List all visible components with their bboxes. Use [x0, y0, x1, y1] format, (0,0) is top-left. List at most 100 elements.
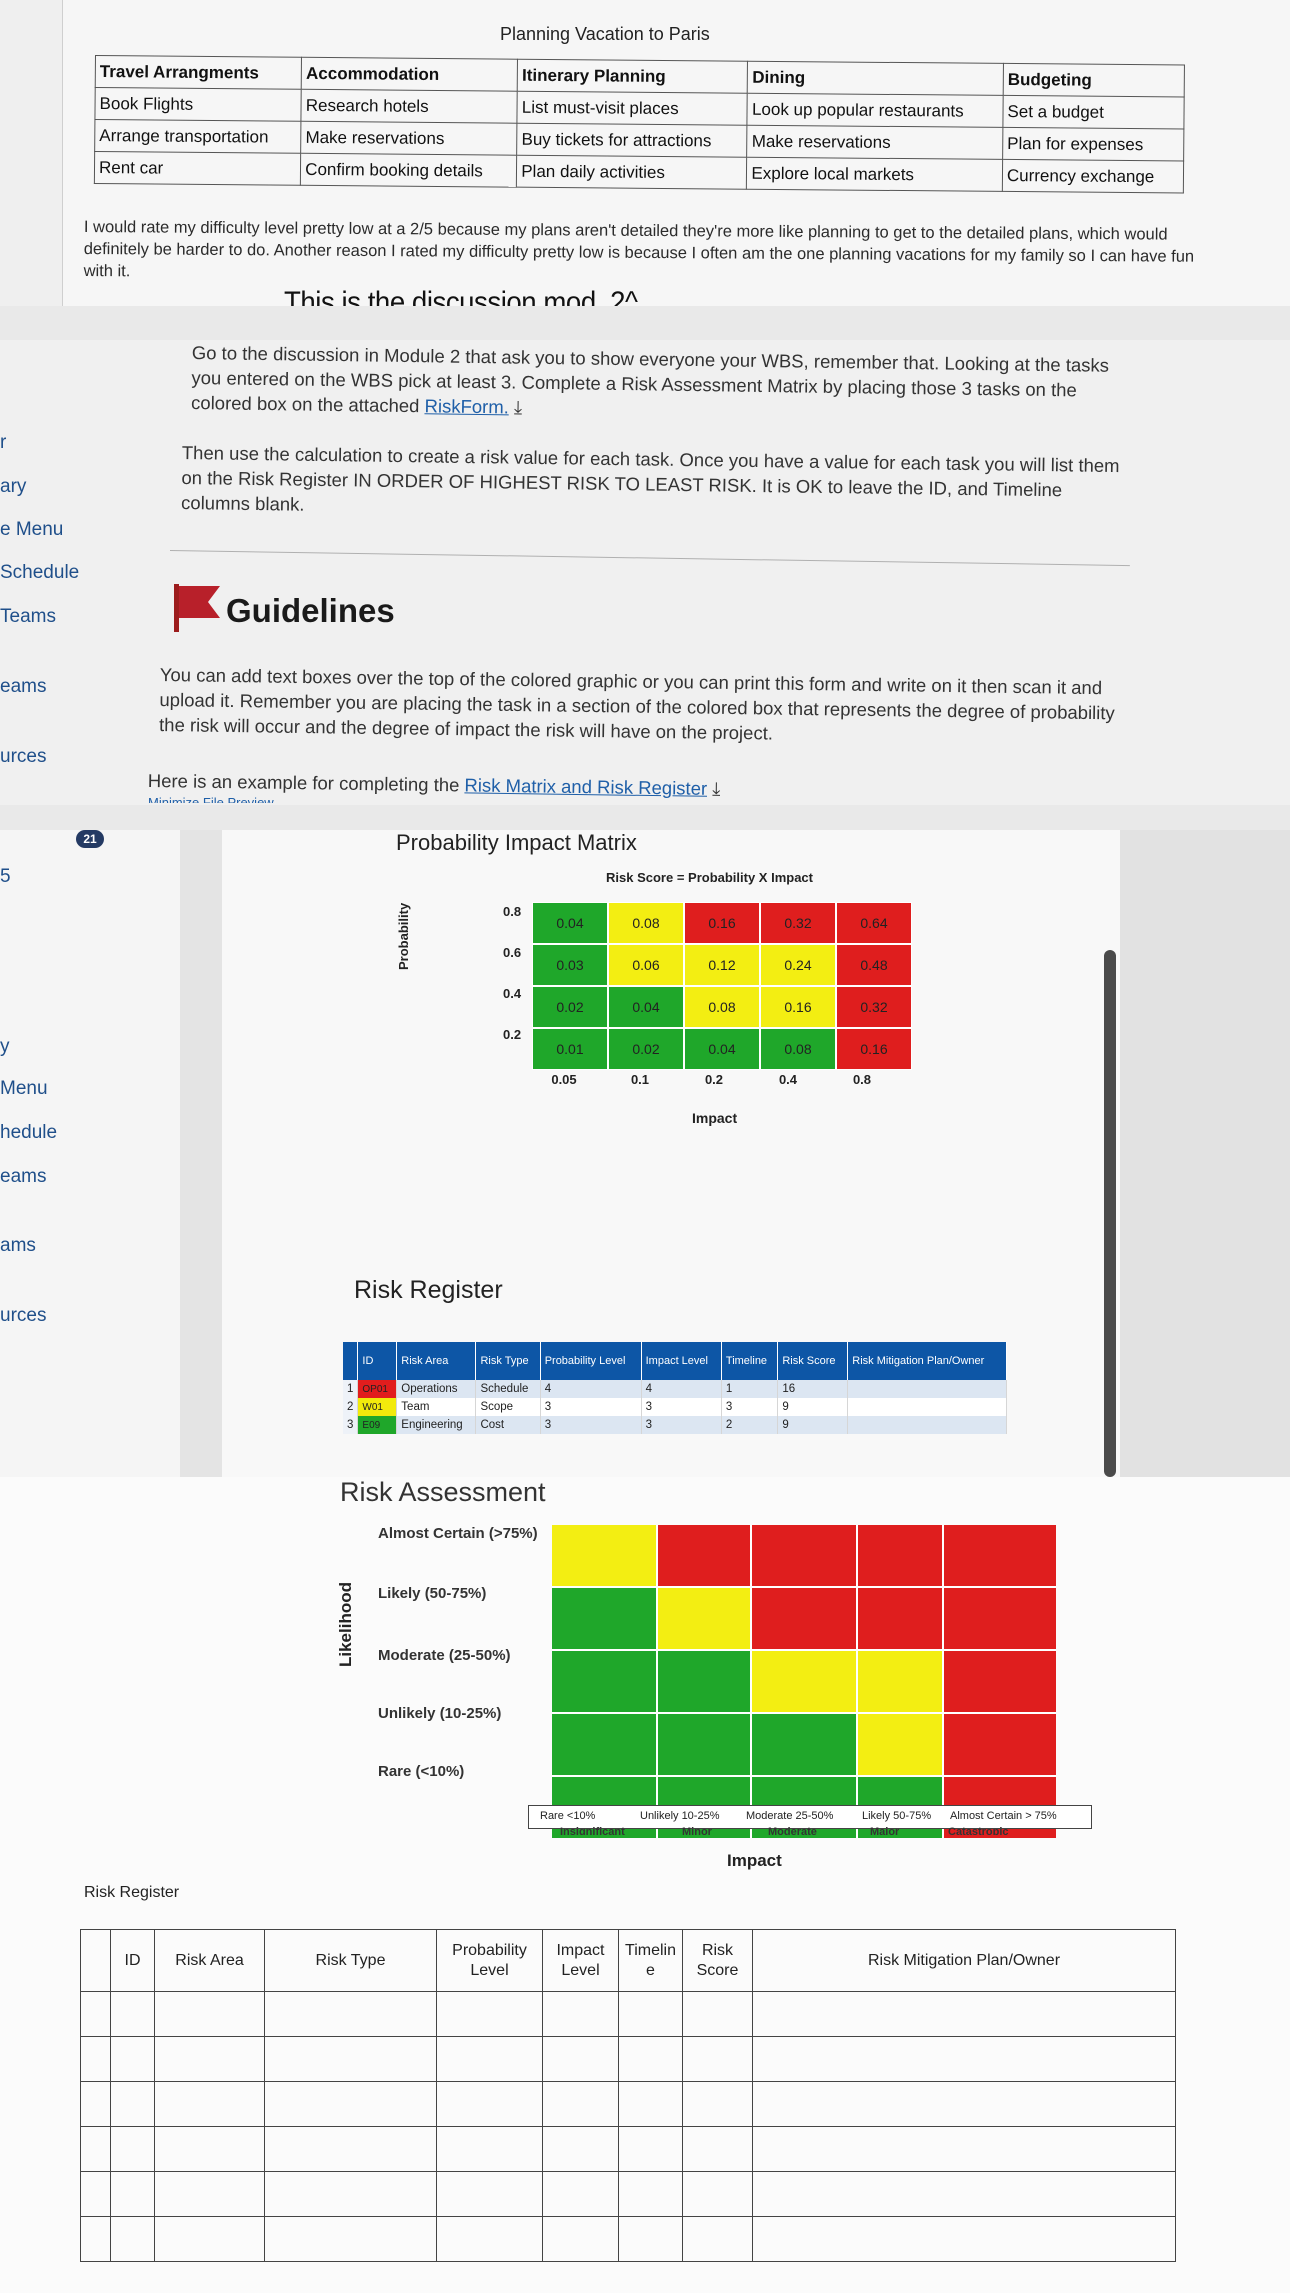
- risk-assessment-cell[interactable]: [658, 1651, 750, 1712]
- blank-register-cell[interactable]: [542, 2081, 619, 2127]
- blank-register-cell[interactable]: [618, 2171, 683, 2217]
- blank-register-cell[interactable]: [264, 1991, 437, 2037]
- blank-register-cell[interactable]: [618, 2216, 683, 2262]
- nav-link[interactable]: Teams: [0, 606, 56, 627]
- blank-register-cell[interactable]: [752, 2171, 1176, 2217]
- blank-register-cell[interactable]: [264, 2081, 437, 2127]
- blank-register-cell[interactable]: [682, 2036, 753, 2082]
- nav-link[interactable]: y: [0, 1036, 10, 1057]
- blank-register-cell[interactable]: [752, 1991, 1176, 2037]
- risk-assessment-cell[interactable]: [752, 1651, 856, 1712]
- risk-assessment-cell[interactable]: [658, 1525, 750, 1586]
- risk-assessment-cell[interactable]: [552, 1651, 656, 1712]
- blank-register-cell[interactable]: [154, 2171, 265, 2217]
- blank-register-cell[interactable]: [752, 2081, 1176, 2127]
- blank-register-cell[interactable]: [542, 1991, 619, 2037]
- blank-register-cell[interactable]: [436, 2216, 543, 2262]
- blank-register-cell[interactable]: [542, 2036, 619, 2082]
- blank-register-cell[interactable]: [110, 2081, 155, 2127]
- blank-register-cell[interactable]: [154, 2036, 265, 2082]
- risk-assessment-cell[interactable]: [944, 1714, 1056, 1775]
- nav-link[interactable]: urces: [0, 746, 47, 767]
- nav-link[interactable]: eams: [0, 676, 47, 697]
- blank-register-cell[interactable]: [436, 2171, 543, 2217]
- blank-register-cell[interactable]: [618, 2081, 683, 2127]
- blank-register-cell[interactable]: [682, 1991, 753, 2037]
- blank-register-cell[interactable]: [436, 2036, 543, 2082]
- blank-register-cell[interactable]: [618, 1991, 683, 2037]
- risk-assessment-cell[interactable]: [858, 1714, 942, 1775]
- blank-register-cell[interactable]: [436, 2081, 543, 2127]
- blank-register-cell[interactable]: [80, 1991, 111, 2037]
- impact-scale-label: Likely 50-75%: [862, 1810, 932, 1822]
- blank-register-cell[interactable]: [80, 2036, 111, 2082]
- blank-register-cell[interactable]: [154, 2216, 265, 2262]
- minimize-file-preview-link[interactable]: Minimize File Preview: [148, 795, 274, 803]
- riskform-link[interactable]: RiskForm.: [424, 395, 510, 418]
- risk-assessment-cell[interactable]: [752, 1714, 856, 1775]
- risk-assessment-cell[interactable]: [858, 1588, 942, 1649]
- risk-assessment-cell[interactable]: [552, 1525, 656, 1586]
- risk-assessment-cell[interactable]: [552, 1588, 656, 1649]
- notification-badge[interactable]: 21: [76, 830, 104, 848]
- risk-assessment-cell[interactable]: [944, 1651, 1056, 1712]
- blank-register-cell[interactable]: [436, 1991, 543, 2037]
- blank-register-cell[interactable]: [752, 2036, 1176, 2082]
- blank-register-cell[interactable]: [752, 2216, 1176, 2262]
- preview-scrollbar[interactable]: [1104, 950, 1116, 1477]
- risk-matrix-register-link[interactable]: Risk Matrix and Risk Register: [464, 774, 708, 799]
- nav-link[interactable]: e Menu: [0, 519, 64, 540]
- risk-assessment-cell[interactable]: [552, 1714, 656, 1775]
- risk-assessment-cell[interactable]: [944, 1588, 1056, 1649]
- blank-register-cell[interactable]: [110, 1991, 155, 2037]
- blank-register-cell[interactable]: [682, 2126, 753, 2172]
- risk-assessment-cell[interactable]: [752, 1525, 856, 1586]
- blank-register-cell[interactable]: [110, 2036, 155, 2082]
- blank-register-cell[interactable]: [436, 2126, 543, 2172]
- blank-register-cell[interactable]: [110, 2216, 155, 2262]
- nav-link[interactable]: 5: [0, 866, 11, 887]
- risk-assessment-cell[interactable]: [858, 1651, 942, 1712]
- blank-register-cell[interactable]: [752, 2126, 1176, 2172]
- nav-link[interactable]: Menu: [0, 1078, 48, 1099]
- blank-register-cell[interactable]: [264, 2126, 437, 2172]
- blank-register-cell[interactable]: [682, 2171, 753, 2217]
- blank-register-cell[interactable]: [682, 2216, 753, 2262]
- risk-assessment-cell[interactable]: [858, 1525, 942, 1586]
- blank-register-cell[interactable]: [682, 2081, 753, 2127]
- risk-assessment-cell[interactable]: [658, 1588, 750, 1649]
- risk-assessment-cell[interactable]: [752, 1588, 856, 1649]
- nav-link[interactable]: hedule: [0, 1122, 58, 1143]
- download-icon[interactable]: ⤓: [712, 777, 721, 799]
- impact-scale-label: Moderate 25-50%: [746, 1810, 834, 1822]
- nav-link[interactable]: ary: [0, 476, 27, 497]
- blank-register-cell[interactable]: [264, 2171, 437, 2217]
- blank-register-cell[interactable]: [80, 2126, 111, 2172]
- nav-link[interactable]: ams: [0, 1235, 36, 1256]
- wbs-cell: Plan for expenses: [1002, 127, 1184, 162]
- register-cell-area: Team: [396, 1398, 477, 1416]
- blank-register-cell[interactable]: [154, 2081, 265, 2127]
- blank-register-cell[interactable]: [264, 2036, 437, 2082]
- blank-register-cell[interactable]: [542, 2171, 619, 2217]
- blank-register-cell[interactable]: [542, 2216, 619, 2262]
- blank-register-cell[interactable]: [154, 1991, 265, 2037]
- blank-register-cell[interactable]: [618, 2126, 683, 2172]
- blank-register-cell[interactable]: [110, 2171, 155, 2217]
- blank-register-cell[interactable]: [80, 2171, 111, 2217]
- wbs-column-header: Dining: [747, 61, 1004, 96]
- nav-link[interactable]: r: [0, 432, 7, 453]
- blank-register-cell[interactable]: [80, 2216, 111, 2262]
- nav-link[interactable]: urces: [0, 1305, 47, 1326]
- blank-register-cell[interactable]: [264, 2216, 437, 2262]
- blank-register-cell[interactable]: [80, 2081, 111, 2127]
- blank-register-cell[interactable]: [110, 2126, 155, 2172]
- nav-link[interactable]: eams: [0, 1166, 47, 1187]
- risk-assessment-cell[interactable]: [944, 1525, 1056, 1586]
- blank-register-cell[interactable]: [542, 2126, 619, 2172]
- download-icon[interactable]: ⤓: [513, 396, 523, 418]
- nav-link[interactable]: Schedule: [0, 562, 80, 583]
- blank-register-cell[interactable]: [618, 2036, 683, 2082]
- blank-register-cell[interactable]: [154, 2126, 265, 2172]
- risk-assessment-cell[interactable]: [658, 1714, 750, 1775]
